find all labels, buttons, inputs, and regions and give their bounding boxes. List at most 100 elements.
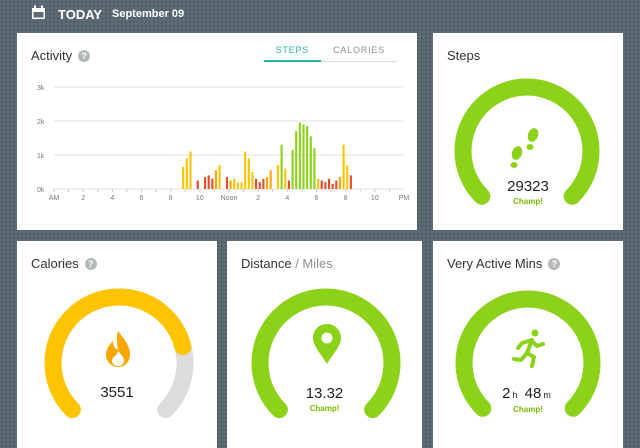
activity-bar[interactable] (327, 178, 331, 189)
active-mins-title: Very Active Mins? (447, 256, 561, 271)
activity-bar[interactable] (185, 158, 188, 189)
activity-bar[interactable] (214, 170, 218, 189)
x-tick-label: 2 (256, 195, 260, 202)
active-mins-status: Champ! (513, 405, 543, 414)
activity-bar[interactable] (258, 182, 261, 189)
activity-bar[interactable] (218, 165, 221, 189)
distance-title: Distance / Miles (241, 256, 333, 271)
activity-bar[interactable] (269, 170, 272, 189)
activity-bar[interactable] (338, 177, 342, 189)
x-tick-label: AM (49, 195, 60, 202)
activity-bar[interactable] (244, 151, 247, 189)
footsteps-icon (510, 128, 539, 168)
distance-value: 13.32 (305, 385, 344, 402)
y-tick-label: 0k (37, 187, 45, 194)
calories-gauge (44, 288, 194, 419)
today-date: September 09 (112, 8, 185, 20)
today-label: TODAY (58, 7, 103, 22)
activity-bar[interactable] (320, 180, 323, 190)
activity-bar[interactable] (229, 180, 232, 190)
activity-bar[interactable] (295, 131, 298, 189)
activity-tabs: STEPS CALORIES (263, 43, 397, 62)
calories-value: 3551 (100, 384, 134, 401)
activity-bar[interactable] (331, 183, 334, 189)
activity-bar[interactable] (313, 148, 316, 189)
activity-bar[interactable] (207, 175, 210, 189)
activity-bar[interactable] (251, 172, 254, 189)
active-minutes: 48 (524, 385, 542, 402)
activity-bar[interactable] (335, 180, 338, 190)
activity-bar[interactable] (317, 178, 320, 189)
steps-status: Champ! (513, 197, 543, 206)
activity-bar[interactable] (240, 182, 243, 189)
activity-title-text: Activity (31, 48, 73, 63)
x-tick-label: 8 (169, 195, 173, 202)
activity-bar[interactable] (302, 124, 305, 189)
activity-bar[interactable] (287, 180, 290, 190)
activity-bar[interactable] (225, 177, 228, 189)
activity-bar[interactable] (233, 178, 236, 189)
calories-title: Calories? (31, 256, 97, 271)
help-icon[interactable]: ? (548, 258, 561, 270)
distance-gauge-fill (251, 288, 401, 419)
activity-bar[interactable] (306, 126, 309, 189)
minutes-unit: m (543, 390, 551, 400)
steps-title: Steps (447, 48, 480, 63)
activity-bar[interactable] (291, 149, 294, 189)
activity-bar[interactable] (324, 182, 327, 189)
steps-card[interactable]: Steps 29323 Champ! (433, 33, 623, 230)
active-hours: 2 (502, 385, 511, 402)
steps-gauge-fill (454, 78, 600, 205)
activity-bar[interactable] (349, 175, 352, 189)
x-tick-label: 4 (110, 195, 114, 202)
x-tick-label: 8 (344, 195, 348, 202)
activity-bar[interactable] (262, 178, 265, 189)
top-bar: TODAY September 09 (0, 0, 640, 30)
active-mins-gauge-fill (455, 290, 601, 417)
x-tick-label: 10 (196, 195, 204, 202)
activity-bar[interactable] (236, 182, 239, 189)
activity-bar[interactable] (342, 144, 345, 189)
activity-chart: 0k 1k 2k 3k AM 2 4 6 8 10 Noon 2 4 6 8 10 PM (37, 85, 409, 202)
calories-title-text: Calories (31, 256, 79, 271)
calendar-icon[interactable] (31, 5, 46, 20)
distance-unit: Miles (302, 256, 333, 271)
activity-bar[interactable] (309, 136, 312, 189)
activity-bar[interactable] (196, 180, 199, 190)
x-tick-label: 2 (81, 195, 85, 202)
activity-bar[interactable] (211, 178, 214, 189)
activity-bar[interactable] (276, 165, 280, 189)
distance-card[interactable]: Distance / Miles 13.32 Champ! (227, 241, 422, 448)
activity-bar[interactable] (284, 168, 287, 189)
activity-bar[interactable] (255, 178, 258, 189)
distance-status: Champ! (309, 404, 340, 413)
active-mins-gauge (455, 290, 601, 417)
activity-bar[interactable] (346, 165, 349, 189)
x-tick-label: 6 (140, 195, 144, 202)
distance-title-text: Distance (241, 256, 292, 271)
x-tick-label: 4 (285, 195, 289, 202)
steps-title-text: Steps (447, 48, 481, 63)
active-mins-title-text: Very Active Mins (447, 256, 543, 271)
activity-bar[interactable] (203, 177, 207, 189)
activity-bar[interactable] (280, 144, 283, 189)
help-icon[interactable]: ? (78, 50, 91, 62)
activity-bar[interactable] (298, 122, 301, 189)
activity-title: Activity? (31, 48, 91, 63)
activity-bar[interactable] (265, 177, 269, 189)
activity-bar[interactable] (182, 166, 185, 189)
y-tick-label: 2k (37, 119, 45, 126)
tab-calories[interactable]: CALORIES (321, 43, 397, 62)
steps-gauge (454, 78, 600, 205)
x-tick-label: 10 (371, 195, 379, 202)
tab-steps[interactable]: STEPS (263, 43, 322, 62)
map-pin-icon (313, 324, 341, 364)
activity-bar[interactable] (189, 151, 192, 189)
calories-card[interactable]: Calories? 3551 (17, 241, 217, 448)
activity-card: 0k 1k 2k 3k AM 2 4 6 8 10 Noon 2 4 6 8 10 PM Activity? S… (17, 33, 417, 230)
flame-icon (106, 331, 130, 367)
help-icon[interactable]: ? (84, 258, 97, 270)
activity-bar[interactable] (247, 158, 250, 189)
distance-gauge (251, 288, 401, 419)
